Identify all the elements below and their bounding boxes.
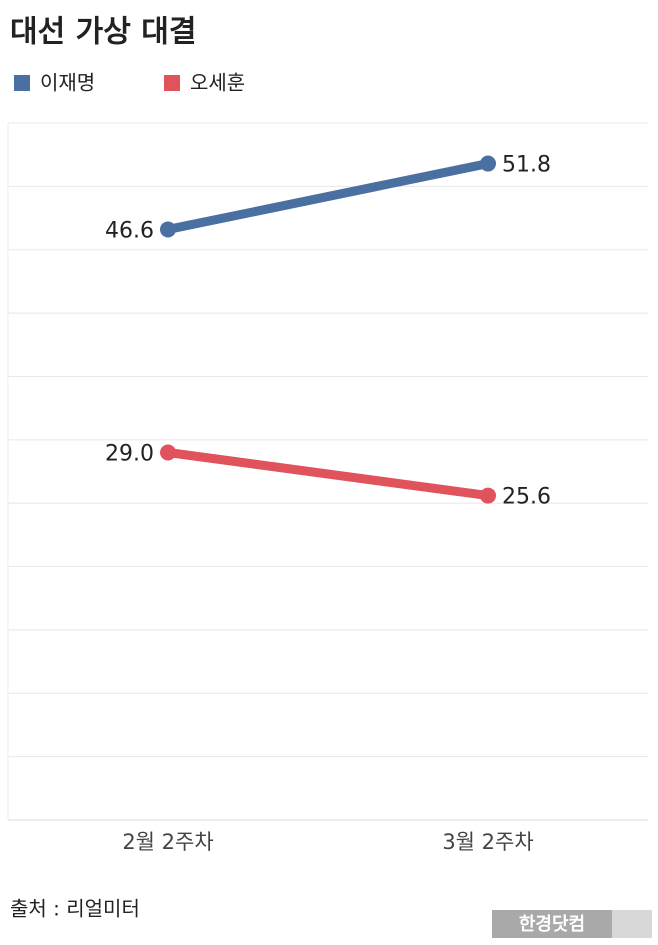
point [160, 444, 176, 461]
series-line [163, 159, 493, 234]
chart-title: 대선 가상 대결 [10, 15, 197, 50]
point [480, 487, 496, 504]
legend-label: 이재명 [40, 71, 95, 95]
watermark-box [492, 910, 612, 938]
data-label: 25.6 [502, 485, 551, 510]
data-label: 46.6 [105, 218, 154, 243]
source: 출처 : 리얼미터 [10, 897, 140, 921]
legend-label: 오세훈 [190, 71, 245, 95]
point [480, 155, 496, 172]
series-line [163, 447, 493, 501]
point [160, 221, 176, 238]
x-tick-label: 3월 2주차 [442, 830, 533, 854]
data-label: 29.0 [105, 441, 154, 466]
data-label: 51.8 [502, 153, 551, 178]
legend-swatch [14, 75, 30, 91]
watermark: 한경닷컴 [519, 914, 585, 935]
legend-swatch [164, 75, 180, 91]
x-tick-label: 2월 2주차 [122, 830, 213, 854]
